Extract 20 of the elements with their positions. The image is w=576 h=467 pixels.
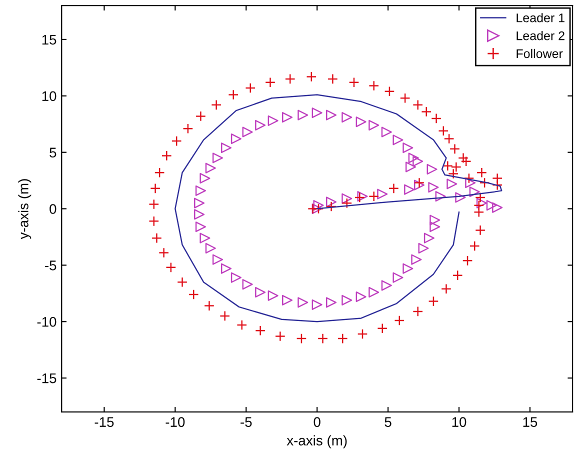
- legend-label: Leader 1: [516, 13, 564, 22]
- y-tick-label: 10: [42, 91, 56, 102]
- x-tick-label: 10: [452, 417, 466, 427]
- y-tick-label: 0: [50, 204, 56, 214]
- y-tick-label: -5: [45, 260, 56, 270]
- y-tick-label: -15: [37, 374, 56, 384]
- y-axis-title: y-axis (m): [18, 179, 32, 240]
- y-tick-label: 15: [42, 34, 56, 45]
- legend-label: Follower: [516, 48, 563, 58]
- x-tick-label: -15: [94, 417, 114, 427]
- x-axis-title: x-axis (m): [286, 435, 347, 448]
- line-series: [174, 94, 502, 322]
- x-tick-label: 15: [523, 417, 538, 427]
- x-tick-label: -5: [240, 417, 252, 427]
- x-tick-label: 0: [314, 417, 320, 427]
- y-tick-label: 5: [50, 148, 56, 158]
- x-tick-label: 5: [384, 417, 392, 427]
- x-tick-label: -10: [166, 417, 185, 427]
- y-tick-label: -10: [37, 316, 56, 327]
- legend-label: Leader 2: [516, 31, 564, 40]
